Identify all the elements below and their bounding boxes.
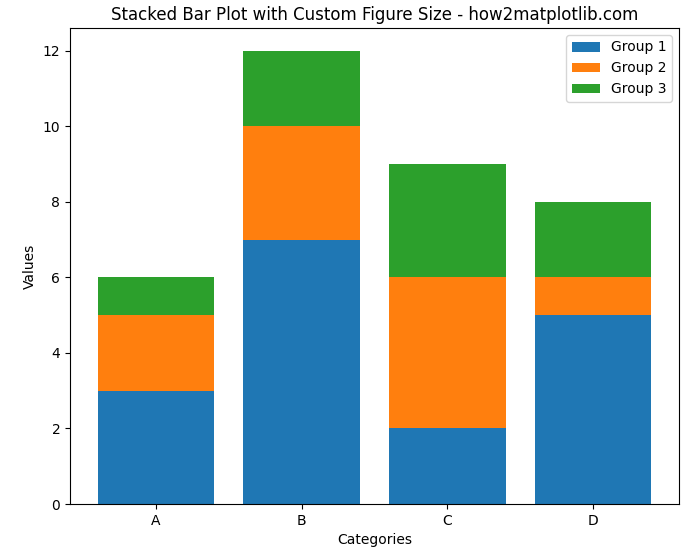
Bar xyxy=(389,164,505,277)
Bar xyxy=(535,315,651,504)
Bar xyxy=(98,315,214,391)
Bar xyxy=(244,126,360,240)
Bar xyxy=(535,202,651,277)
Title: Stacked Bar Plot with Custom Figure Size - how2matplotlib.com: Stacked Bar Plot with Custom Figure Size… xyxy=(111,6,638,24)
X-axis label: Categories: Categories xyxy=(337,533,412,547)
Bar xyxy=(98,277,214,315)
Y-axis label: Values: Values xyxy=(23,244,37,288)
Bar xyxy=(389,428,505,504)
Bar xyxy=(98,391,214,504)
Bar xyxy=(535,277,651,315)
Bar xyxy=(244,240,360,504)
Bar xyxy=(389,277,505,428)
Legend: Group 1, Group 2, Group 3: Group 1, Group 2, Group 3 xyxy=(566,35,672,102)
Bar xyxy=(244,50,360,126)
